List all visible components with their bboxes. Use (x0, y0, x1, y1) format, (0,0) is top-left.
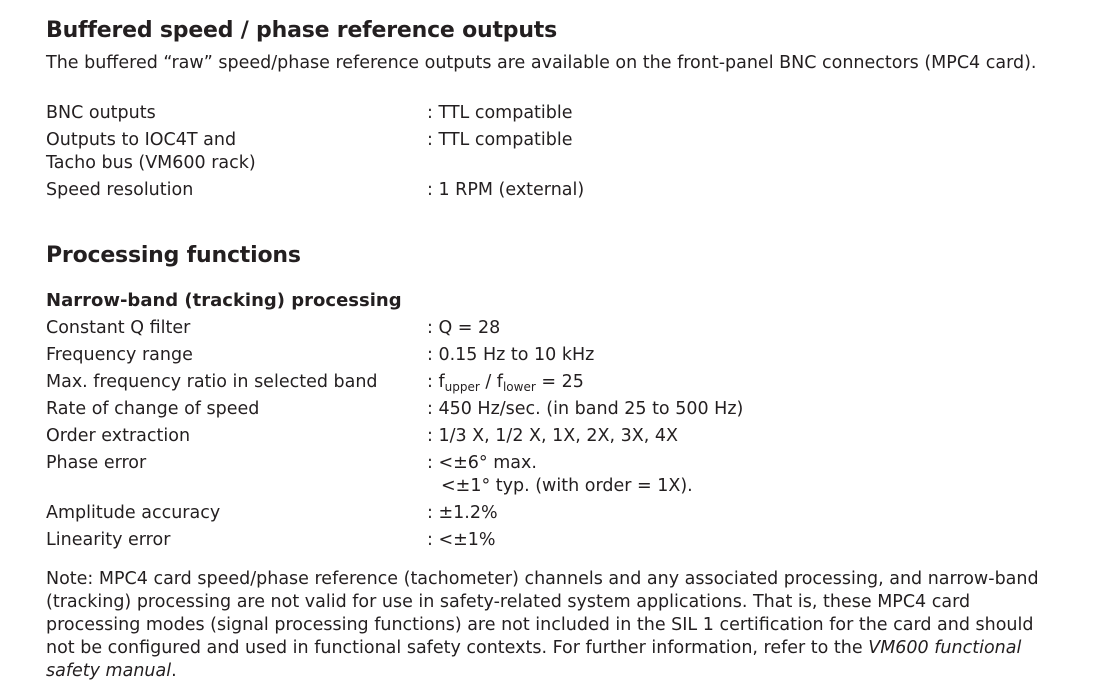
spec-value: : 0.15 Hz to 10 kHz (427, 345, 595, 365)
spec-value: : fupper / flower = 25 (427, 372, 584, 394)
section-title-processing: Processing functions (46, 243, 301, 268)
spec-label: Frequency range (46, 345, 193, 365)
spec-label: BNC outputs (46, 103, 156, 123)
spec-label: Max. frequency ratio in selected band (46, 372, 378, 392)
spec-label: Phase error (46, 453, 147, 473)
spec-value: : TTL compatible (427, 130, 573, 150)
spec-label: Speed resolution (46, 180, 194, 200)
spec-label: Amplitude accuracy (46, 503, 221, 523)
spec-value: : <±6° max. <±1° typ. (with order = 1X). (427, 453, 693, 496)
spec-label: Rate of change of speed (46, 399, 260, 419)
manual-reference: VM600 functional safety manual (46, 638, 1022, 681)
spec-label: Order extraction (46, 426, 191, 446)
subsection-title: Narrow-band (tracking) processing (46, 290, 402, 311)
spec-label: Outputs to IOC4T and Tacho bus (VM600 rac… (46, 130, 256, 173)
spec-value: : 450 Hz/sec. (in band 25 to 500 Hz) (427, 399, 744, 419)
spec-value: : 1/3 X, 1/2 X, 1X, 2X, 3X, 4X (427, 426, 679, 446)
spec-label: Linearity error (46, 530, 171, 550)
spec-value: : Q = 28 (427, 318, 501, 338)
section-title-buffered-outputs: Buffered speed / phase reference outputs (46, 18, 558, 43)
spec-value: : TTL compatible (427, 103, 573, 123)
spec-label: Constant Q filter (46, 318, 191, 338)
spec-value: : <±1% (427, 530, 496, 550)
intro-paragraph: The buffered “raw” speed/phase reference… (46, 53, 1037, 73)
spec-value: : ±1.2% (427, 503, 498, 523)
safety-note: Note: MPC4 card speed/phase reference (t… (46, 569, 1039, 681)
spec-value: : 1 RPM (external) (427, 180, 585, 200)
